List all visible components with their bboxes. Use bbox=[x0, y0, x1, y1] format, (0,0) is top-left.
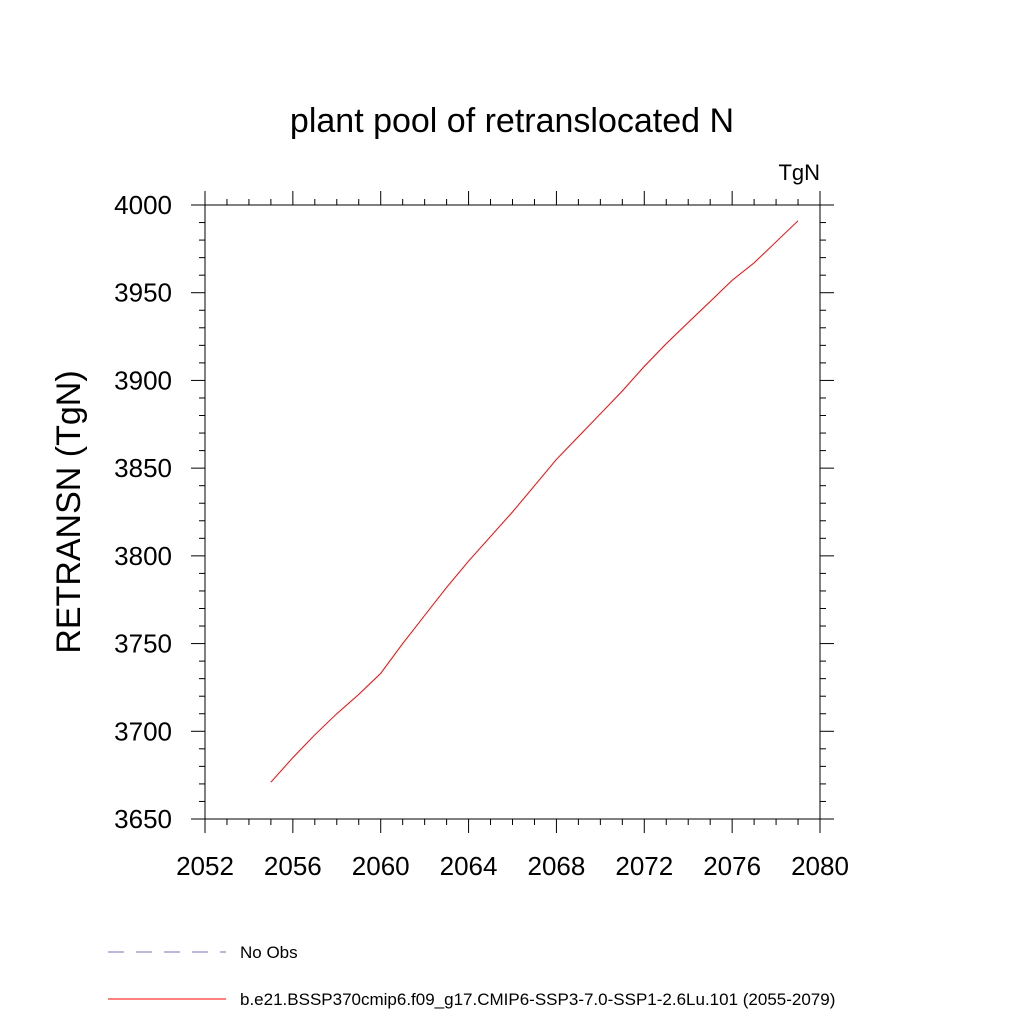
legend-label: No Obs bbox=[240, 943, 298, 962]
x-tick-label: 2060 bbox=[352, 851, 410, 881]
y-tick-label: 3700 bbox=[114, 716, 172, 746]
y-tick-label: 3800 bbox=[114, 541, 172, 571]
x-tick-label: 2068 bbox=[528, 851, 586, 881]
y-tick-label: 4000 bbox=[114, 190, 172, 220]
y-tick-label: 3850 bbox=[114, 453, 172, 483]
y-tick-label: 3650 bbox=[114, 804, 172, 834]
x-tick-label: 2076 bbox=[703, 851, 761, 881]
legend-label: b.e21.BSSP370cmip6.f09_g17.CMIP6-SSP3-7.… bbox=[240, 990, 835, 1009]
x-tick-label: 2064 bbox=[440, 851, 498, 881]
y-axis-label: RETRANSN (TgN) bbox=[50, 370, 88, 653]
y-tick-label: 3900 bbox=[114, 365, 172, 395]
y-tick-label: 3750 bbox=[114, 629, 172, 659]
chart-title: plant pool of retranslocated N bbox=[290, 102, 734, 140]
x-tick-label: 2052 bbox=[176, 851, 234, 881]
x-tick-label: 2072 bbox=[615, 851, 673, 881]
legend: No Obs b.e21.BSSP370cmip6.f09_g17.CMIP6-S… bbox=[108, 943, 835, 1009]
x-tick-label: 2080 bbox=[791, 851, 849, 881]
units-label: TgN bbox=[778, 160, 820, 185]
series-line bbox=[270, 220, 799, 783]
series-layer bbox=[270, 220, 799, 783]
x-tick-label: 2056 bbox=[264, 851, 322, 881]
ticks-layer: 2052 2056 2060 2064 2068 2072 2076 2080 3650 3700… bbox=[114, 190, 849, 881]
y-tick-label: 3950 bbox=[114, 278, 172, 308]
